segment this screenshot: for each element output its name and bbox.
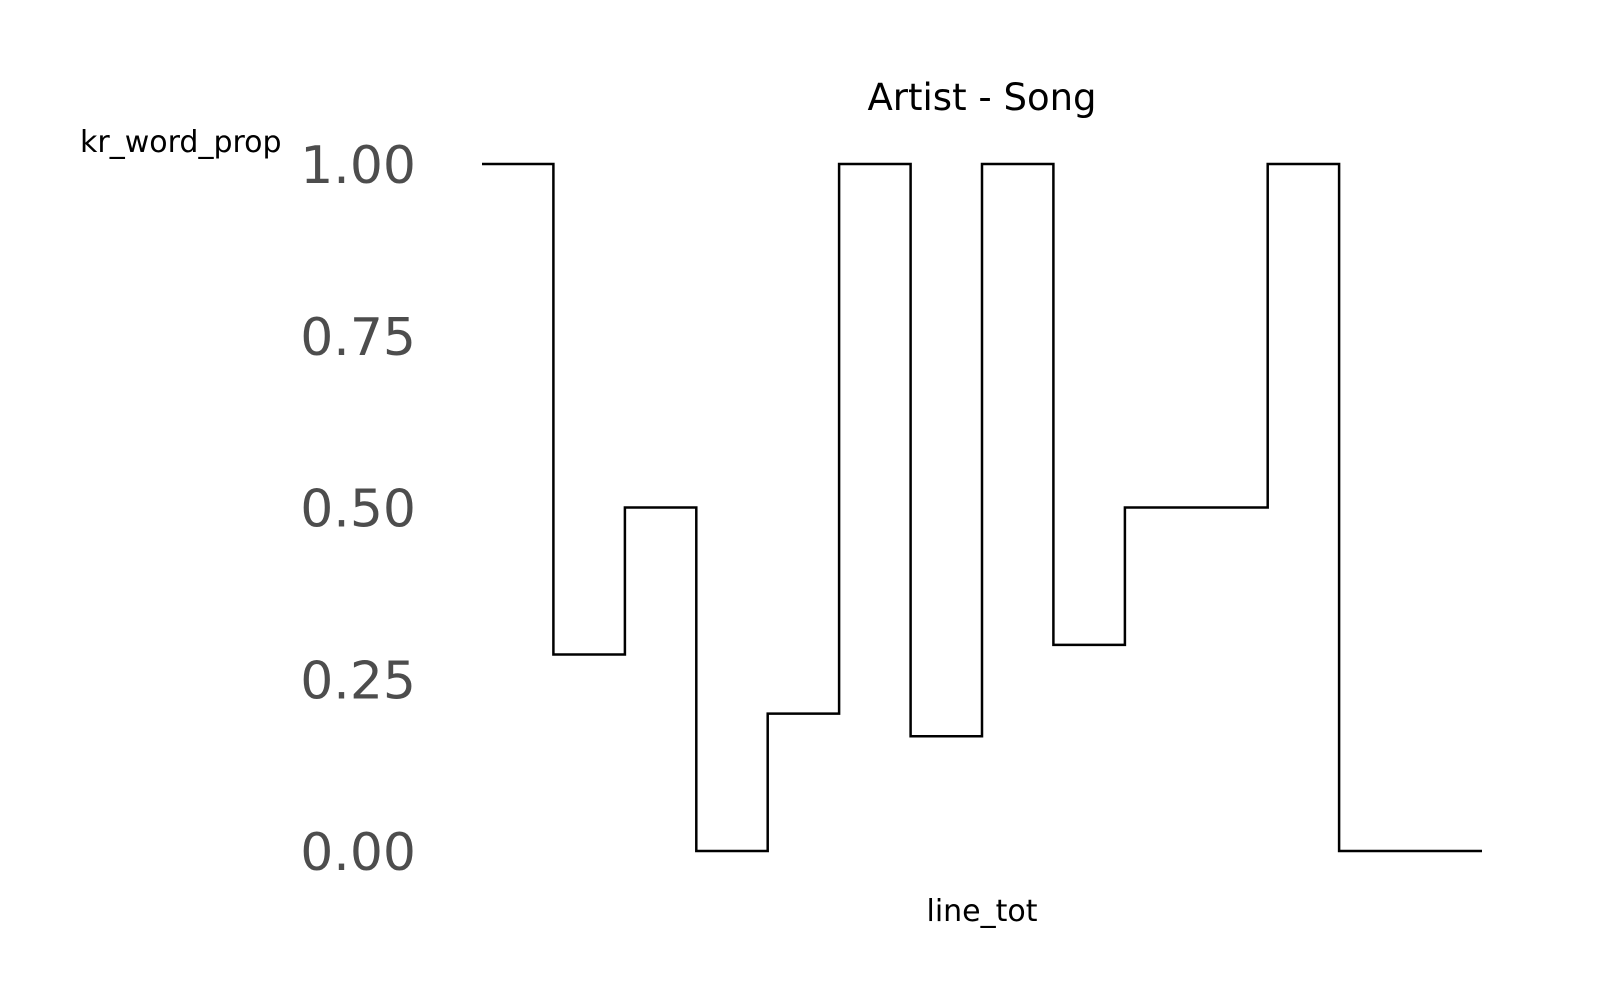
series-layer xyxy=(482,162,1482,853)
y-tick-label: 0.75 xyxy=(300,308,416,368)
y-tick-label: 0.00 xyxy=(300,823,416,883)
series-line xyxy=(482,162,1482,853)
x-axis-label: line_tot xyxy=(926,894,1037,929)
y-tick-label: 0.50 xyxy=(300,480,416,540)
chart-title: Artist - Song xyxy=(867,76,1096,119)
y-axis-label: kr_word_prop xyxy=(80,125,282,160)
y-tick-label: 0.25 xyxy=(300,651,416,711)
y-tick-labels: 0.00 0.25 0.50 0.75 1.00 xyxy=(300,136,416,883)
y-tick-label: 1.00 xyxy=(300,136,416,196)
